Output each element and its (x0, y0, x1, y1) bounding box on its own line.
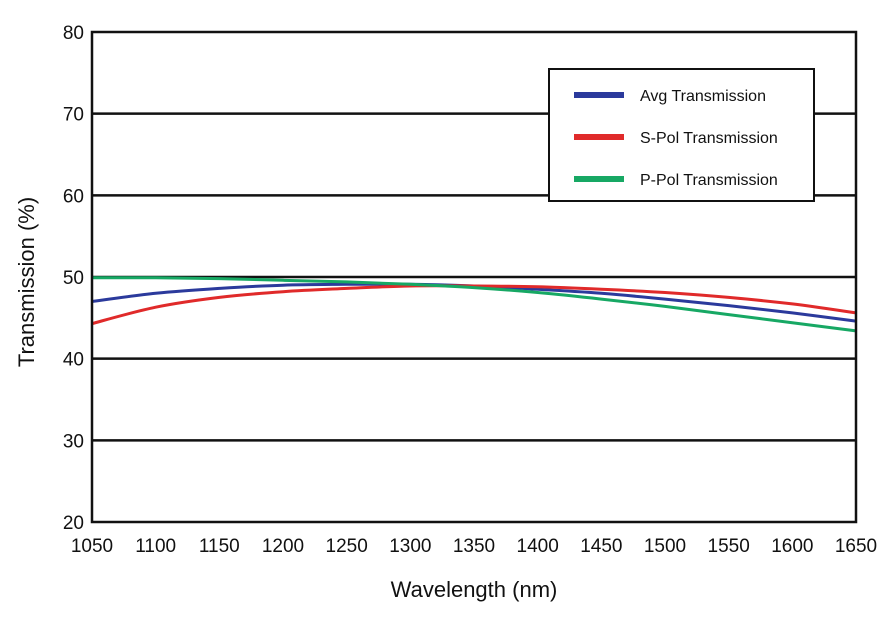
y-tick-label-40: 40 (63, 350, 84, 371)
x-tick-label-1500: 1500 (644, 536, 686, 557)
x-tick-label-1400: 1400 (517, 536, 559, 557)
x-tick-label-1600: 1600 (771, 536, 813, 557)
x-tick-label-1100: 1100 (135, 536, 176, 557)
legend: Avg Transmission S-Pol Transmission P-Po… (548, 68, 815, 202)
x-tick-label-1050: 1050 (71, 536, 113, 557)
y-tick-label-30: 30 (63, 431, 84, 452)
x-axis-title: Wavelength (nm) (391, 577, 558, 602)
x-tick-label-1250: 1250 (326, 536, 368, 557)
y-tick-label-60: 60 (63, 186, 84, 207)
plot-area-border (90, 30, 858, 524)
y-tick-labels: 20 30 40 50 60 70 80 (63, 23, 84, 534)
y-tick-label-70: 70 (63, 105, 84, 126)
x-tick-label-1450: 1450 (580, 536, 622, 557)
x-tick-labels: 1050 1100 1150 1200 1250 1300 1350 1400 1450 1500… (71, 536, 877, 557)
x-tick-label-1650: 1650 (835, 536, 877, 557)
series-line-p-pol (91, 276, 857, 333)
y-tick-label-20: 20 (63, 513, 84, 534)
series-lines (91, 276, 857, 333)
x-tick-label-1300: 1300 (389, 536, 431, 557)
y-tick-label-80: 80 (63, 23, 84, 44)
series-line-s-pol (91, 284, 857, 326)
x-tick-label-1550: 1550 (708, 536, 750, 557)
legend-label-s-pol: S-Pol Transmission (640, 130, 778, 147)
legend-label-p-pol: P-Pol Transmission (640, 172, 778, 189)
y-axis-title: Transmission (%) (14, 197, 39, 367)
x-tick-label-1150: 1150 (199, 536, 240, 557)
x-tick-label-1200: 1200 (262, 536, 304, 557)
x-tick-label-1350: 1350 (453, 536, 495, 557)
legend-label-avg: Avg Transmission (640, 88, 766, 105)
y-tick-label-50: 50 (63, 268, 84, 289)
